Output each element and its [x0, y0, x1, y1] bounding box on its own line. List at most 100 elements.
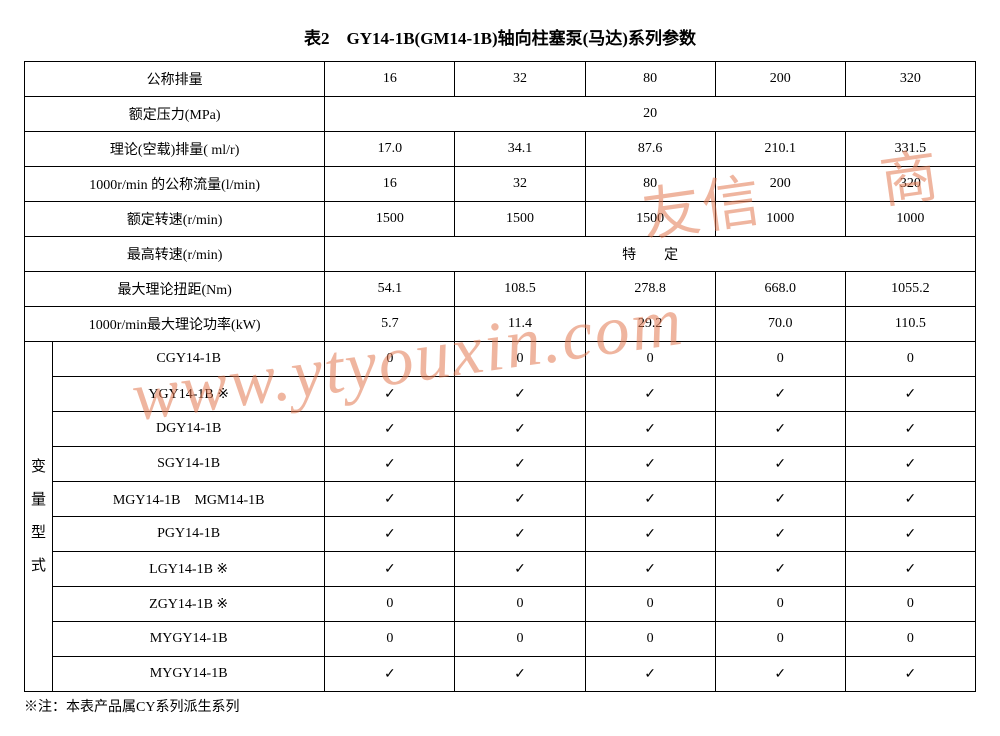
variant-label: MGY14-1B MGM14-1B	[53, 482, 325, 517]
cell: 16	[325, 62, 455, 97]
cell: ✓	[845, 412, 975, 447]
cell: ✓	[715, 447, 845, 482]
cell: 0	[845, 622, 975, 657]
cell: ✓	[455, 482, 585, 517]
row-label: 理论(空载)排量( ml/r)	[25, 132, 325, 167]
cell: ✓	[325, 482, 455, 517]
cell: 1000	[715, 202, 845, 237]
row-label: 最大理论扭距(Nm)	[25, 272, 325, 307]
cell: 320	[845, 62, 975, 97]
cell: 108.5	[455, 272, 585, 307]
cell: 0	[845, 342, 975, 377]
cell: ✓	[845, 517, 975, 552]
cell: 0	[585, 342, 715, 377]
cell: 1500	[585, 202, 715, 237]
cell: ✓	[715, 412, 845, 447]
row-label: 1000r/min最大理论功率(kW)	[25, 307, 325, 342]
cell: 320	[845, 167, 975, 202]
cell: 11.4	[455, 307, 585, 342]
cell: ✓	[325, 447, 455, 482]
spec-table: 公称排量163280200320额定压力(MPa)20理论(空载)排量( ml/…	[24, 61, 976, 692]
cell: ✓	[325, 657, 455, 692]
row-label: 最高转速(r/min)	[25, 237, 325, 272]
row-label: 额定转速(r/min)	[25, 202, 325, 237]
cell: 32	[455, 167, 585, 202]
cell: ✓	[585, 482, 715, 517]
cell: ✓	[845, 447, 975, 482]
cell: 0	[325, 587, 455, 622]
cell: ✓	[585, 657, 715, 692]
cell: ✓	[585, 447, 715, 482]
cell: ✓	[325, 377, 455, 412]
cell: 70.0	[715, 307, 845, 342]
variant-label: CGY14-1B	[53, 342, 325, 377]
cell: 200	[715, 62, 845, 97]
cell: ✓	[715, 657, 845, 692]
cell: 0	[325, 342, 455, 377]
cell: ✓	[455, 412, 585, 447]
cell: 110.5	[845, 307, 975, 342]
cell: 668.0	[715, 272, 845, 307]
variant-label: LGY14-1B ※	[53, 552, 325, 587]
cell: 29.2	[585, 307, 715, 342]
cell: 0	[715, 622, 845, 657]
cell: 0	[455, 622, 585, 657]
cell: 16	[325, 167, 455, 202]
cell: ✓	[455, 552, 585, 587]
cell: 32	[455, 62, 585, 97]
cell: 0	[715, 587, 845, 622]
cell: ✓	[715, 482, 845, 517]
cell: ✓	[585, 552, 715, 587]
cell: 331.5	[845, 132, 975, 167]
cell: 200	[715, 167, 845, 202]
variant-label: MYGY14-1B	[53, 622, 325, 657]
variants-header: 变量型式	[25, 342, 53, 692]
cell: 17.0	[325, 132, 455, 167]
cell: 20	[325, 97, 976, 132]
row-label: 1000r/min 的公称流量(l/min)	[25, 167, 325, 202]
cell: 0	[585, 622, 715, 657]
cell: 34.1	[455, 132, 585, 167]
cell: ✓	[715, 377, 845, 412]
cell: 5.7	[325, 307, 455, 342]
variant-label: PGY14-1B	[53, 517, 325, 552]
cell: 0	[455, 342, 585, 377]
cell: ✓	[325, 517, 455, 552]
cell: ✓	[455, 447, 585, 482]
cell: 特 定	[325, 237, 976, 272]
cell: 80	[585, 62, 715, 97]
cell: ✓	[455, 517, 585, 552]
cell: 0	[585, 587, 715, 622]
variant-label: MYGY14-1B	[53, 657, 325, 692]
cell: ✓	[585, 517, 715, 552]
cell: ✓	[325, 552, 455, 587]
cell: 1500	[455, 202, 585, 237]
cell: ✓	[585, 412, 715, 447]
cell: ✓	[715, 552, 845, 587]
cell: 278.8	[585, 272, 715, 307]
cell: 0	[325, 622, 455, 657]
cell: ✓	[455, 657, 585, 692]
cell: 0	[715, 342, 845, 377]
cell: 0	[845, 587, 975, 622]
cell: 1000	[845, 202, 975, 237]
cell: 1500	[325, 202, 455, 237]
footnote: ※注：本表产品属CY系列派生系列	[24, 696, 976, 716]
variant-label: DGY14-1B	[53, 412, 325, 447]
cell: ✓	[845, 657, 975, 692]
cell: 1055.2	[845, 272, 975, 307]
row-label: 公称排量	[25, 62, 325, 97]
cell: 87.6	[585, 132, 715, 167]
cell: 54.1	[325, 272, 455, 307]
variant-label: YGY14-1B ※	[53, 377, 325, 412]
cell: ✓	[845, 482, 975, 517]
row-label: 额定压力(MPa)	[25, 97, 325, 132]
table-title: 表2 GY14-1B(GM14-1B)轴向柱塞泵(马达)系列参数	[24, 24, 976, 49]
cell: ✓	[325, 412, 455, 447]
cell: ✓	[455, 377, 585, 412]
cell: ✓	[715, 517, 845, 552]
cell: ✓	[585, 377, 715, 412]
cell: ✓	[845, 377, 975, 412]
cell: 0	[455, 587, 585, 622]
variant-label: SGY14-1B	[53, 447, 325, 482]
